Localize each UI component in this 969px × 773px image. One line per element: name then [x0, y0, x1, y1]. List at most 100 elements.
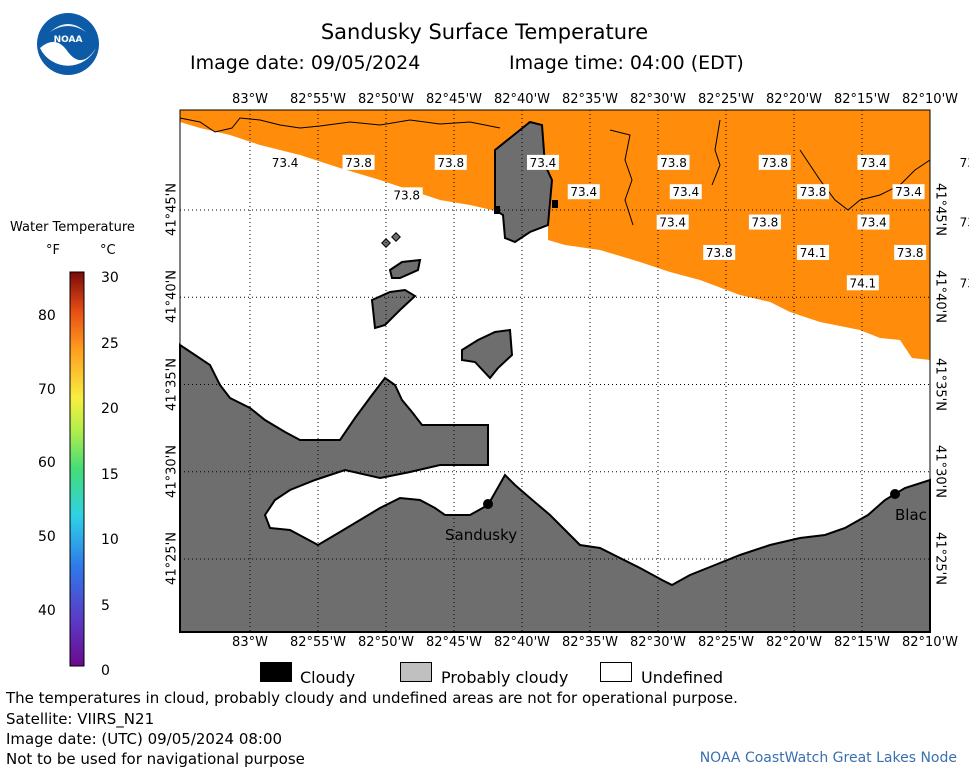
map-title: Sandusky Surface Temperature — [320, 20, 649, 44]
lon-label-top: 82°50'W — [357, 92, 414, 107]
temp-label-text: 73.8 — [437, 156, 464, 170]
footer-note: The temperatures in cloud, probably clou… — [6, 689, 738, 707]
temp-label: 73.4 — [656, 214, 689, 230]
colorbar — [69, 271, 85, 667]
temp-label: 73.8 — [894, 244, 927, 260]
lon-label-top: 82°35'W — [561, 92, 618, 107]
temp-label: 73.8 — [390, 187, 423, 203]
lat-label-left: 41°25'N — [164, 532, 180, 585]
lon-label-bottom: 82°45'W — [425, 635, 482, 650]
temp-label-text: 73.8 — [345, 156, 372, 170]
temp-label-text: 73.4 — [960, 156, 969, 170]
temp-label: 73.8 — [797, 184, 830, 200]
temp-label-text: 73.8 — [660, 156, 687, 170]
lon-label-top: 82°40'W — [493, 92, 550, 107]
temp-label: 73.8 — [758, 154, 791, 170]
probably-cloudy-label: Probably cloudy — [441, 668, 569, 687]
undefined-label: Undefined — [641, 668, 724, 687]
colorbar-c-tick: 10 — [101, 532, 119, 548]
lon-label-top: 82°20'W — [765, 92, 822, 107]
lon-label-bottom: 82°20'W — [765, 635, 822, 650]
footer-nav-warning: Not to be used for navigational purpose — [6, 750, 305, 768]
lat-label-right: 41°30'N — [932, 444, 948, 498]
lon-label-top: 82°10'W — [901, 92, 958, 107]
temp-label: 73.4 — [857, 214, 890, 230]
lon-label-bottom: 82°40'W — [493, 635, 550, 650]
temp-label: 73.4 — [567, 184, 600, 200]
temp-label: 73.8 — [957, 214, 969, 230]
colorbar-c-tick: 15 — [101, 466, 119, 483]
temp-label-text: 73.4 — [659, 216, 686, 230]
cloudy-swatch — [260, 662, 292, 682]
temp-label-text: 73.8 — [960, 276, 969, 290]
lon-label-bottom: 82°50'W — [357, 635, 414, 650]
sandusky-marker — [483, 499, 493, 509]
cloudy-label: Cloudy — [300, 668, 356, 687]
lon-label-top: 83°W — [232, 92, 268, 107]
temp-label-text: 73.8 — [393, 188, 420, 202]
image-time-label: Image time: 04:00 (EDT) — [509, 52, 744, 74]
temp-label: 73.8 — [703, 244, 736, 260]
image-date-label: Image date: 09/05/2024 — [190, 52, 421, 74]
lon-label-bottom: 82°30'W — [629, 635, 686, 650]
temp-label-text: 73.8 — [752, 216, 779, 230]
lat-label-right: 41°45'N — [932, 183, 948, 236]
ohio-land — [179, 343, 931, 633]
temp-label: 73.4 — [669, 184, 702, 200]
lat-label-left: 41°30'N — [164, 444, 180, 498]
temp-label-text: 73.8 — [960, 216, 969, 230]
temp-label-text: 73.8 — [800, 185, 827, 199]
temp-label-text: 73.8 — [761, 156, 788, 170]
temp-label: 73.8 — [957, 275, 969, 291]
footer-utc-date: Image date: (UTC) 09/05/2024 08:00 — [6, 730, 283, 748]
colorbar-c-tick: 25 — [101, 335, 119, 352]
lon-label-bottom: 82°25'W — [697, 635, 754, 650]
unit-fahrenheit: °F — [46, 243, 60, 258]
temp-label: 73.4 — [957, 154, 969, 170]
blac-marker — [890, 489, 900, 499]
lon-label-bottom: 82°55'W — [289, 635, 346, 650]
lon-label-bottom: 82°10'W — [901, 635, 958, 650]
lon-label-top: 82°25'W — [697, 92, 754, 107]
colorbar-f-tick: 70 — [38, 382, 56, 398]
lon-label-top: 82°55'W — [289, 92, 346, 107]
temp-label-text: 73.4 — [272, 156, 299, 170]
lat-label-left: 41°35'N — [164, 357, 180, 411]
colorbar-title: Water Temperature — [10, 220, 135, 235]
temp-label-text: 73.8 — [706, 246, 733, 260]
colorbar-f-tick: 50 — [38, 529, 56, 545]
temp-label-text: 74.1 — [849, 276, 876, 290]
temp-label: 73.8 — [657, 154, 690, 170]
temp-label-text: 73.4 — [672, 185, 699, 199]
city-label-sandusky: Sandusky — [445, 526, 517, 544]
colorbar-f-tick: 40 — [38, 603, 56, 619]
colorbar-c-tick: 20 — [101, 401, 119, 417]
pelee-island — [494, 120, 554, 244]
colorbar-c-tick: 5 — [101, 597, 110, 614]
temp-label: 73.8 — [748, 214, 781, 230]
lat-label-right: 41°40'N — [932, 270, 948, 324]
temp-label: 73.4 — [857, 154, 890, 170]
temp-label: 73.4 — [269, 154, 302, 170]
probably-cloudy-swatch — [400, 662, 432, 682]
lat-label-right: 41°25'N — [932, 532, 948, 585]
temperature-map: 73.4 73.8 73.8 73.4 73.8 73.8 73.4 73.4 73.8 73.4… — [179, 109, 969, 633]
footer-satellite: Satellite: VIIRS_N21 — [6, 710, 155, 728]
temp-label: 73.8 — [434, 154, 467, 170]
lat-label-right: 41°35'N — [932, 357, 948, 411]
temp-label: 73.4 — [526, 154, 559, 170]
temp-label-text: 73.4 — [570, 185, 597, 199]
temp-label-text: 73.4 — [895, 185, 922, 199]
lat-label-left: 41°40'N — [164, 270, 180, 324]
noaa-logo-text: NOAA — [54, 35, 83, 45]
lon-label-bottom: 82°35'W — [561, 635, 618, 650]
colorbar-f-tick: 60 — [38, 455, 56, 471]
lon-label-bottom: 83°W — [232, 635, 268, 650]
lon-label-top: 82°30'W — [629, 92, 686, 107]
unit-celsius: °C — [100, 243, 116, 258]
temp-label-text: 73.8 — [897, 246, 924, 260]
temp-label: 74.1 — [846, 275, 879, 291]
temp-label-text: 73.4 — [860, 216, 887, 230]
lon-label-top: 82°45'W — [425, 92, 482, 107]
colorbar-f-tick: 80 — [38, 308, 56, 324]
